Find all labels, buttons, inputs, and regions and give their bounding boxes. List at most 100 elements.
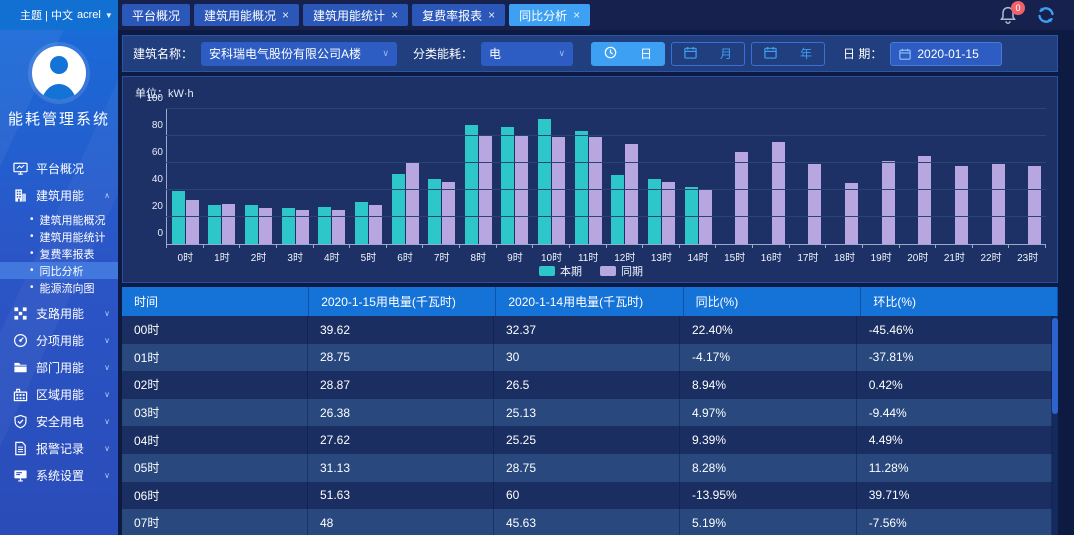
sidebar-item-5[interactable]: 区域用能 ∨ [0, 381, 118, 408]
sidebar-item-1[interactable]: 建筑用能 ∧ [0, 182, 118, 209]
table-row-1[interactable]: 01时 28.75 30 -4.17% -37.81% [122, 343, 1052, 372]
x-tick [387, 245, 424, 248]
bar-同期-7时[interactable] [442, 182, 456, 244]
tab-close-icon[interactable]: × [488, 8, 496, 22]
period-button-月[interactable]: 月 [671, 41, 746, 66]
bar-group-0时 [167, 109, 204, 244]
x-tick [863, 245, 900, 248]
bar-本期-5时[interactable] [354, 201, 368, 244]
sidebar-item-4[interactable]: 部门用能 ∨ [0, 354, 118, 381]
bar-本期-14时[interactable] [684, 186, 698, 244]
table-row-3[interactable]: 03时 26.38 25.13 4.97% -9.44% [122, 398, 1052, 427]
tab-3[interactable]: 复费率报表 × [412, 4, 506, 26]
bar-同期-20时[interactable] [918, 156, 932, 244]
submenu-item-1[interactable]: • 建筑用能统计 [0, 228, 118, 245]
table-scrollbar-thumb[interactable] [1052, 318, 1058, 414]
table-header-cell-4: 环比(%) [861, 287, 1058, 316]
bar-同期-18时[interactable] [845, 182, 859, 244]
sidebar-item-7[interactable]: 报警记录 ∨ [0, 435, 118, 462]
bar-同期-4时[interactable] [332, 209, 346, 244]
user-menu[interactable]: acrel [76, 9, 101, 21]
table-row-2[interactable]: 02时 28.87 26.5 8.94% 0.42% [122, 371, 1052, 399]
sidebar-item-6[interactable]: 安全用电 ∨ [0, 408, 118, 435]
tab-4[interactable]: 同比分析 × [509, 4, 591, 26]
bar-本期-13时[interactable] [647, 179, 661, 244]
bar-同期-5时[interactable] [368, 205, 382, 244]
bar-同期-6时[interactable] [405, 163, 419, 244]
table-row-5[interactable]: 05时 31.13 28.75 8.28% 11.28% [122, 453, 1052, 482]
bar-同期-9时[interactable] [515, 136, 529, 244]
submenu-item-2[interactable]: • 复费率报表 [0, 245, 118, 262]
bar-本期-9时[interactable] [501, 127, 515, 244]
refresh-icon[interactable] [1036, 5, 1056, 25]
bar-同期-13时[interactable] [661, 181, 675, 244]
bar-本期-8时[interactable] [464, 125, 478, 244]
theme-language-label[interactable]: 主题 | 中文 [20, 10, 73, 22]
x-axis-label: 12时 [614, 253, 636, 264]
table-cell: -4.17% [680, 343, 857, 372]
tab-close-icon[interactable]: × [391, 8, 399, 22]
submenu-item-4[interactable]: • 能源流向图 [0, 279, 118, 296]
tab-0[interactable]: 平台概况 [122, 4, 191, 26]
notification-bell-icon[interactable]: 0 [998, 1, 1025, 25]
bar-本期-10时[interactable] [538, 119, 552, 244]
legend-item-本期[interactable]: 本期 [539, 263, 582, 279]
main-content: 建筑名称： 安科瑞电气股份有限公司A楼 ∨ 分类能耗： 电 ∨ 日 月 年 日 期：… [122, 30, 1058, 535]
bar-同期-23时[interactable] [1028, 166, 1042, 244]
bar-本期-11时[interactable] [574, 130, 588, 244]
bar-本期-3时[interactable] [281, 208, 295, 244]
tab-close-icon[interactable]: × [573, 8, 581, 22]
table-row-6[interactable]: 06时 51.63 60 -13.95% 39.71% [122, 481, 1052, 510]
bar-同期-8时[interactable] [478, 136, 492, 244]
bar-同期-1时[interactable] [222, 203, 236, 244]
bar-本期-1时[interactable] [208, 205, 222, 244]
tab-1[interactable]: 建筑用能概况 × [194, 4, 300, 26]
x-axis-label: 17时 [797, 253, 819, 264]
document-icon [13, 441, 28, 456]
bar-本期-6时[interactable] [391, 174, 405, 244]
tab-label: 同比分析 [519, 8, 568, 23]
bar-本期-7时[interactable] [428, 179, 442, 244]
table-row-7[interactable]: 07时 48 45.63 5.19% -7.56% [122, 509, 1052, 535]
bar-本期-4时[interactable] [318, 206, 332, 244]
bar-同期-3时[interactable] [295, 210, 309, 244]
tab-label: 建筑用能概况 [204, 8, 277, 23]
bar-同期-10时[interactable] [552, 136, 566, 244]
date-input[interactable]: 2020-01-15 [890, 41, 1003, 66]
table-cell: 31.13 [308, 453, 494, 482]
bar-本期-12时[interactable] [611, 175, 625, 244]
period-button-label: 月 [720, 47, 733, 61]
sidebar-item-3[interactable]: 分项用能 ∨ [0, 327, 118, 354]
bar-同期-2时[interactable] [259, 208, 273, 244]
submenu-item-3[interactable]: • 同比分析 [0, 262, 118, 279]
submenu-item-0[interactable]: • 建筑用能概况 [0, 211, 118, 228]
bar-同期-16时[interactable] [771, 142, 785, 244]
bar-同期-15时[interactable] [735, 151, 749, 244]
legend-item-同期[interactable]: 同期 [600, 263, 643, 279]
bar-本期-2时[interactable] [245, 205, 259, 244]
sidebar-item-2[interactable]: 支路用能 ∨ [0, 300, 118, 327]
building-select[interactable]: 安科瑞电气股份有限公司A楼 ∨ [201, 41, 398, 66]
bar-同期-17时[interactable] [808, 163, 822, 244]
tab-close-icon[interactable]: × [282, 8, 290, 22]
period-button-label: 日 [640, 47, 653, 61]
bar-同期-12时[interactable] [625, 144, 639, 244]
bar-同期-22时[interactable] [991, 163, 1005, 244]
sidebar-item-8[interactable]: 系统设置 ∨ [0, 462, 118, 489]
bar-同期-21时[interactable] [954, 166, 968, 244]
energy-type-select[interactable]: 电 ∨ [481, 41, 574, 66]
table-header-cell-2: 2020-1-14用电量(千瓦时) [496, 287, 684, 316]
sidebar-item-0[interactable]: 平台概况 [0, 155, 118, 182]
period-button-年[interactable]: 年 [751, 41, 826, 66]
table-row-4[interactable]: 04时 27.62 25.25 9.39% 4.49% [122, 426, 1052, 454]
bar-同期-19时[interactable] [881, 160, 895, 244]
table-cell: 26.38 [308, 398, 494, 427]
bar-本期-0时[interactable] [171, 190, 185, 244]
period-button-日[interactable]: 日 [591, 41, 666, 66]
bar-同期-11时[interactable] [588, 137, 602, 244]
table-scrollbar-track[interactable] [1052, 316, 1058, 535]
x-axis-label: 10时 [541, 253, 563, 264]
bar-同期-0时[interactable] [185, 200, 199, 244]
table-row-0[interactable]: 00时 39.62 32.37 22.40% -45.46% [122, 316, 1052, 344]
tab-2[interactable]: 建筑用能统计 × [303, 4, 409, 26]
